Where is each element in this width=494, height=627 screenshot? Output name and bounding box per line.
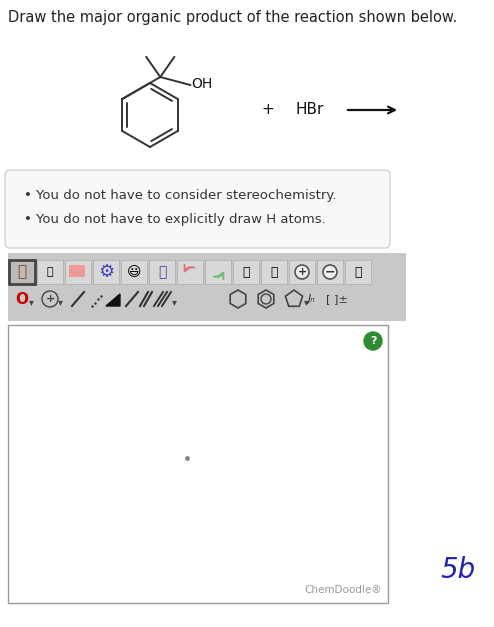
Text: ⚙: ⚙ xyxy=(98,263,114,281)
Text: +: + xyxy=(45,294,55,304)
Bar xyxy=(93,260,119,284)
Text: [ ]±: [ ]± xyxy=(326,294,348,304)
Text: OH: OH xyxy=(191,77,212,91)
Bar xyxy=(233,260,259,284)
Bar xyxy=(9,260,35,284)
Bar xyxy=(261,260,287,284)
Text: 5b: 5b xyxy=(441,556,476,584)
Text: 📦: 📦 xyxy=(242,265,250,278)
Circle shape xyxy=(323,265,337,279)
Text: 📋: 📋 xyxy=(270,265,278,278)
Bar xyxy=(37,260,63,284)
Text: +: + xyxy=(262,102,274,117)
Text: ✋: ✋ xyxy=(17,265,27,280)
Bar xyxy=(205,260,231,284)
Text: ▾: ▾ xyxy=(29,297,34,307)
Text: 🎨: 🎨 xyxy=(354,265,362,278)
Text: ?: ? xyxy=(370,336,376,346)
Text: −: − xyxy=(325,265,335,278)
Bar xyxy=(177,260,203,284)
Text: +: + xyxy=(297,267,307,277)
Text: ▾: ▾ xyxy=(58,297,62,307)
Text: • You do not have to explicitly draw H atoms.: • You do not have to explicitly draw H a… xyxy=(24,213,326,226)
Text: HBr: HBr xyxy=(296,102,324,117)
Text: O: O xyxy=(15,292,29,307)
Bar xyxy=(65,260,91,284)
Bar xyxy=(149,260,175,284)
Circle shape xyxy=(295,265,309,279)
Bar xyxy=(8,253,406,321)
Bar xyxy=(69,265,85,277)
Text: ChemDoodle®: ChemDoodle® xyxy=(304,585,382,595)
Text: 😃: 😃 xyxy=(127,265,141,279)
Bar xyxy=(121,260,147,284)
Text: Jₙ: Jₙ xyxy=(308,294,316,304)
Text: Draw the major organic product of the reaction shown below.: Draw the major organic product of the re… xyxy=(8,10,457,25)
Text: ▾: ▾ xyxy=(303,297,308,307)
Bar xyxy=(289,260,315,284)
Circle shape xyxy=(364,332,382,350)
Bar xyxy=(317,260,343,284)
Text: ▾: ▾ xyxy=(171,297,176,307)
Polygon shape xyxy=(106,294,120,306)
Text: ⛓: ⛓ xyxy=(158,265,166,279)
Bar xyxy=(8,325,388,603)
FancyBboxPatch shape xyxy=(5,170,390,248)
Bar xyxy=(345,260,371,284)
Text: • You do not have to consider stereochemistry.: • You do not have to consider stereochem… xyxy=(24,189,336,202)
Text: 🧪: 🧪 xyxy=(47,267,53,277)
